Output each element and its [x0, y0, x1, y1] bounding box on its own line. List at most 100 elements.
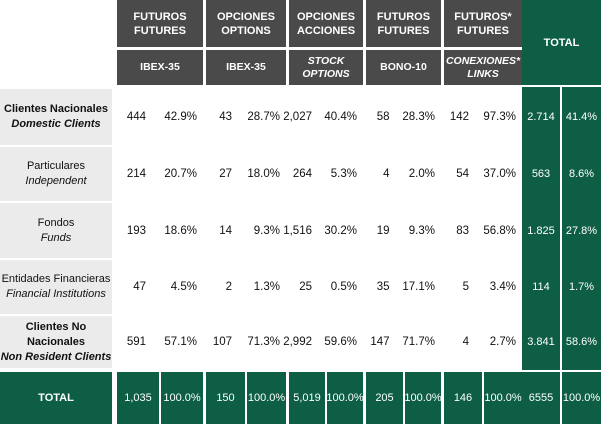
column-header-4: FUTUROS FUTURES	[366, 0, 441, 47]
cell-count: 1,516	[283, 224, 312, 237]
cell-percent: 18.6%	[164, 224, 197, 237]
footer-count-value: 5,019	[293, 392, 321, 404]
data-cell: 264 5.3%	[289, 147, 363, 201]
total-header-label: TOTAL	[543, 36, 580, 49]
cell-count: 35	[376, 281, 390, 293]
cell-percent: 2.7%	[489, 336, 516, 348]
data-cell: 19 9.3%	[366, 203, 441, 258]
row-total-count: 114	[522, 258, 560, 316]
cell-percent: 40.4%	[324, 111, 357, 123]
row-label-spanish: Particulares	[26, 160, 86, 172]
row-total-percent: 41.4%	[562, 87, 601, 147]
footer-count: 1,035	[117, 372, 159, 424]
total-column-header: TOTAL	[522, 0, 601, 85]
row-total-percent-value: 41.4%	[565, 111, 598, 123]
column-subheader-line1: IBEX-35	[140, 61, 180, 73]
footer-percent: 100.0%	[326, 372, 364, 424]
row-total-percent-value: 1.7%	[568, 281, 595, 293]
footer-count: 205	[366, 372, 403, 424]
data-cell: 4 2.0%	[366, 147, 441, 201]
footer-count-value: 1,035	[124, 392, 152, 404]
row-total-count: 2.714	[522, 87, 560, 147]
row-total-count-value: 114	[532, 281, 550, 293]
column-header-line1: FUTUROS	[376, 10, 431, 23]
cell-count: 591	[126, 336, 146, 348]
column-subheader-line1: BONO-10	[380, 61, 427, 73]
footer-label-text: TOTAL	[38, 391, 74, 404]
column-header-line2: OPTIONS	[221, 24, 271, 37]
data-cell: 14 9.3%	[206, 203, 286, 258]
row-total-percent-value: 27.8%	[565, 224, 598, 237]
cell-percent: 18.0%	[247, 168, 280, 180]
cell-percent: 5.3%	[330, 168, 357, 180]
cell-percent: 30.2%	[324, 224, 357, 237]
cell-percent: 56.8%	[483, 224, 516, 237]
column-subheader-line2: OPTIONS	[302, 67, 350, 80]
cell-count: 4	[462, 336, 469, 348]
cell-count: 107	[212, 336, 232, 348]
row-total-percent: 8.6%	[562, 145, 601, 203]
row-label-5: Clientes No Nacionales Non Resident Clien…	[0, 316, 112, 368]
cell-percent: 28.3%	[402, 111, 435, 123]
column-header-line1: FUTUROS*	[454, 10, 512, 23]
row-label-2: Particulares Independent	[0, 147, 112, 201]
cell-percent: 59.6%	[324, 336, 357, 348]
column-subheader-line1: IBEX-35	[226, 61, 266, 73]
footer-total-percent-value: 100.0%	[562, 392, 601, 404]
cell-percent: 2.0%	[408, 168, 435, 180]
column-subheader-line2: LINKS	[467, 67, 499, 80]
data-cell: 2,992 59.6%	[283, 316, 363, 368]
cell-percent: 28.7%	[247, 111, 280, 123]
cell-percent: 20.7%	[164, 168, 197, 180]
data-cell: 83 56.8%	[444, 203, 522, 258]
cell-percent: 4.5%	[170, 281, 197, 293]
footer-percent: 100.0%	[404, 372, 442, 424]
row-total-count: 563	[522, 145, 560, 203]
column-header-3: OPCIONES ACCIONES	[289, 0, 363, 47]
data-cell: 47 4.5%	[117, 260, 203, 314]
row-total-percent: 27.8%	[562, 201, 601, 260]
footer-percent-value: 100.0%	[326, 392, 364, 404]
cell-percent: 37.0%	[483, 168, 516, 180]
footer-total-count: 6555	[522, 372, 560, 424]
row-total-count-value: 2.714	[527, 111, 555, 123]
row-total-percent: 1.7%	[562, 258, 601, 316]
footer-percent-value: 100.0%	[404, 392, 442, 404]
data-cell: 444 42.9%	[117, 89, 203, 145]
row-label-spanish: Fondos	[37, 216, 75, 229]
cell-percent: 3.4%	[489, 281, 516, 293]
data-cell: 54 37.0%	[444, 147, 522, 201]
cell-count: 83	[456, 224, 469, 237]
column-header-line2: FUTURES	[457, 24, 509, 37]
column-header-line2: ACCIONES	[296, 24, 356, 37]
data-cell: 25 0.5%	[289, 260, 363, 314]
footer-percent: 100.0%	[247, 372, 286, 424]
column-subheader-3: STOCK OPTIONS	[289, 50, 363, 85]
cell-percent: 9.3%	[253, 224, 280, 237]
column-header-line1: FUTUROS	[133, 10, 187, 23]
column-subheader-1: IBEX-35	[117, 50, 203, 85]
data-cell: 58 28.3%	[366, 89, 441, 145]
row-total-count: 3.841	[522, 314, 560, 370]
cell-count: 27	[219, 168, 232, 180]
cell-percent: 9.3%	[408, 224, 435, 237]
data-cell: 35 17.1%	[366, 260, 441, 314]
row-label-english: Funds	[40, 231, 72, 244]
row-label-english: Independent	[25, 175, 87, 187]
footer-count-value: 205	[375, 392, 394, 404]
cell-count: 19	[376, 224, 390, 237]
cell-percent: 17.1%	[402, 281, 435, 293]
footer-total-count-value: 6555	[528, 392, 554, 404]
cell-percent: 71.7%	[402, 336, 435, 348]
cell-count: 193	[126, 224, 146, 237]
row-label-spanish: Entidades Financieras	[1, 273, 111, 285]
cell-percent: 57.1%	[164, 336, 197, 348]
cell-count: 5	[462, 281, 469, 293]
data-cell: 2,027 40.4%	[283, 89, 363, 145]
column-subheader-2: IBEX-35	[206, 50, 286, 85]
cell-percent: 71.3%	[247, 336, 280, 348]
cell-count: 444	[126, 111, 146, 123]
cell-count: 54	[456, 168, 469, 180]
column-subheader-line1: CONEXIONES*	[445, 54, 521, 67]
cell-count: 142	[449, 111, 469, 123]
